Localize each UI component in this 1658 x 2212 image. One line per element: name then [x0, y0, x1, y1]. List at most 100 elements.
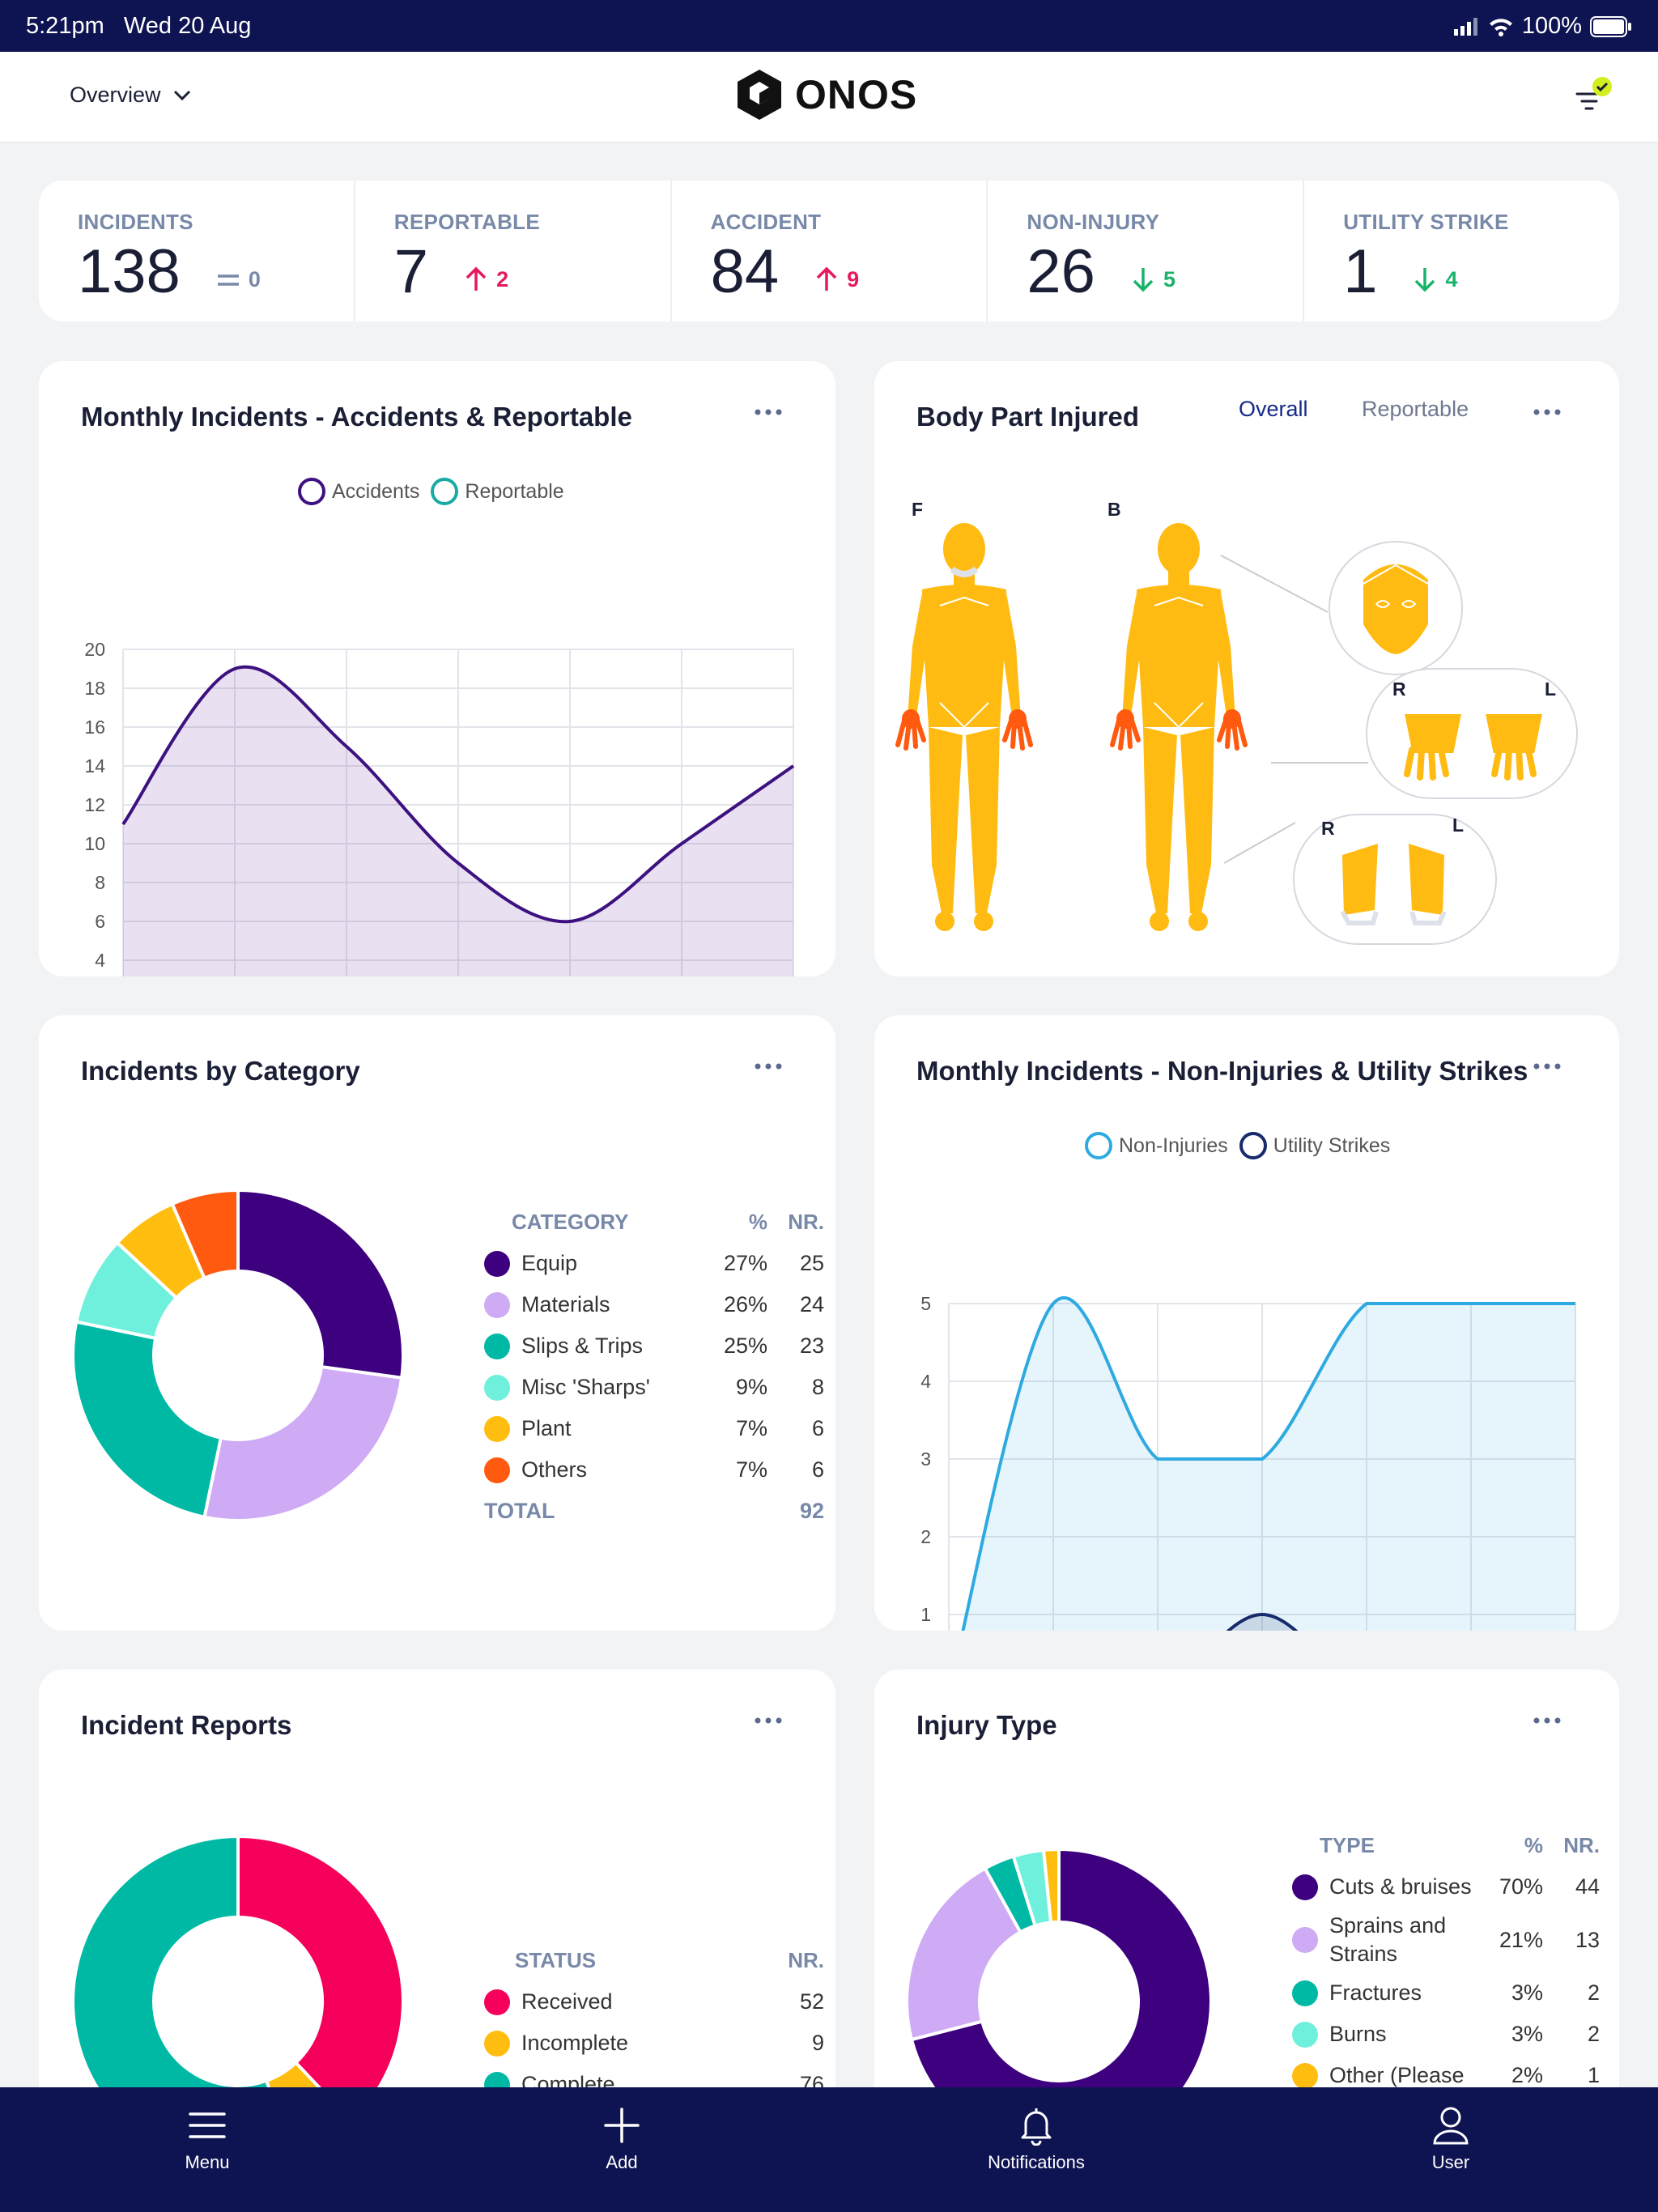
overview-label: Overview — [70, 83, 161, 107]
donut-slice[interactable] — [236, 1834, 405, 2125]
nav-notifications[interactable]: Notifications — [955, 2105, 1117, 2173]
row-nr: 6 — [811, 1416, 824, 1440]
chart-legend: Accidents Reportable — [298, 478, 564, 505]
donut-slice[interactable] — [236, 1188, 405, 1380]
kpi-tile[interactable]: UTILITY STRIKE 1 4 — [1304, 181, 1619, 321]
nav-user[interactable]: User — [1370, 2105, 1532, 2173]
more-options-icon[interactable] — [1527, 400, 1567, 424]
row-name-cell: Sprains and Strains — [1292, 1912, 1486, 1968]
menu-icon — [189, 2112, 226, 2138]
y-tick-label: 14 — [84, 755, 105, 776]
col-header-pct: % — [1524, 1833, 1543, 1857]
row-pct: 7% — [735, 1457, 767, 1482]
donut-slice[interactable] — [71, 1320, 223, 1520]
kpi-label: NON-INJURY — [1027, 210, 1160, 234]
row-nr: 23 — [799, 1334, 824, 1358]
more-options-icon[interactable] — [748, 1708, 789, 1733]
donut-slice[interactable] — [170, 1188, 240, 1281]
row-name: Fractures — [1329, 1980, 1422, 2005]
total-label: TOTAL — [484, 1499, 555, 1523]
legend-dot — [484, 2030, 510, 2057]
arrow-up-icon — [466, 266, 487, 291]
table-header: CATEGORY% NR. — [484, 1202, 824, 1243]
table-row[interactable]: Plant 7% 6 — [484, 1408, 824, 1449]
kpi-label: ACCIDENT — [710, 210, 822, 234]
more-options-icon[interactable] — [748, 1054, 789, 1078]
status-time: 5:21pm Wed 20 Aug — [26, 13, 251, 40]
table-row[interactable]: Fractures 3% 2 — [1292, 1972, 1600, 2014]
series-area — [123, 666, 793, 976]
kpi-tile[interactable]: NON-INJURY 26 5 — [988, 181, 1305, 321]
series-area — [963, 1297, 1575, 1631]
kpi-tile[interactable]: REPORTABLE 7 2 — [355, 181, 672, 321]
more-options-icon[interactable] — [1527, 1054, 1567, 1078]
row-name: Incomplete — [521, 2031, 629, 2055]
table-row[interactable]: Cuts & bruises 70% 44 — [1292, 1866, 1600, 1908]
table-row[interactable]: Incomplete 9 — [484, 2023, 824, 2064]
row-pct: 27% — [723, 1251, 767, 1275]
filter-button[interactable] — [1574, 76, 1614, 117]
row-nr: 44 — [1575, 1874, 1600, 1899]
table-row[interactable]: Burns 3% 2 — [1292, 2014, 1600, 2055]
y-tick-label: 20 — [84, 639, 105, 660]
kpi-tile[interactable]: ACCIDENT 84 9 — [672, 181, 988, 321]
nav-menu[interactable]: Menu — [126, 2105, 288, 2173]
kpi-tile[interactable]: INCIDENTS 138 0 — [39, 181, 355, 321]
row-nr: 1 — [1587, 2063, 1600, 2087]
card-title: Monthly Incidents - Non-Injuries & Utili… — [916, 1056, 1528, 1086]
kpi-label: REPORTABLE — [393, 210, 540, 234]
donut-slice[interactable] — [905, 1865, 1023, 2042]
row-name-cell: Other (Please — [1292, 2062, 1486, 2089]
brand-logo: ONOS — [735, 68, 917, 121]
table-row[interactable]: Equip 27% 25 — [484, 1243, 824, 1284]
overview-dropdown[interactable]: Overview — [70, 83, 192, 108]
table-row[interactable]: Other (Please 2% 1 — [1292, 2055, 1600, 2096]
table-row[interactable]: Misc 'Sharps' 9% 8 — [484, 1367, 824, 1408]
row-pct: 3% — [1511, 2022, 1543, 2046]
donut-slice[interactable] — [1041, 1847, 1061, 1925]
table-row[interactable]: Received 52 — [484, 1981, 824, 2023]
more-options-icon[interactable] — [1527, 1708, 1567, 1733]
row-name-cell: Equip — [484, 1250, 711, 1277]
legend-dot — [484, 1457, 510, 1483]
time-text: 5:21pm — [26, 13, 104, 39]
body-front-figure[interactable] — [898, 523, 1031, 931]
plus-icon — [604, 2108, 640, 2143]
body-back-figure[interactable] — [1112, 523, 1245, 931]
legend-dot — [1292, 2062, 1318, 2089]
donut-slice[interactable] — [202, 1364, 404, 1522]
row-pct: 3% — [1511, 1980, 1543, 2005]
tab-overall[interactable]: Overall — [1239, 397, 1308, 421]
hand-left-label: L — [1545, 678, 1557, 700]
monthly-noninjury-card: Monthly Incidents - Non-Injuries & Utili… — [874, 1015, 1619, 1631]
row-name: Cuts & bruises — [1329, 1874, 1472, 1899]
y-tick-label: 3 — [920, 1448, 931, 1470]
table-row[interactable]: Slips & Trips 25% 23 — [484, 1325, 824, 1367]
table-row[interactable]: Materials 26% 24 — [484, 1284, 824, 1325]
nav-label: Menu — [185, 2152, 230, 2172]
front-label: F — [912, 499, 924, 520]
y-tick-label: 10 — [84, 833, 105, 854]
col-header-nr: NR. — [788, 1210, 824, 1234]
injury-donut-chart — [905, 1847, 1213, 2155]
more-options-icon[interactable] — [748, 400, 789, 424]
row-name: Materials — [521, 1292, 610, 1317]
y-tick-label: 12 — [84, 794, 105, 815]
back-label: B — [1107, 499, 1121, 520]
kpi-delta-value: 5 — [1163, 266, 1175, 291]
series-line — [121, 665, 795, 924]
table-row[interactable]: Others 7% 6 — [484, 1449, 824, 1491]
row-nr: 8 — [811, 1375, 824, 1399]
nav-add[interactable]: Add — [541, 2105, 703, 2173]
legend-dot — [484, 1250, 510, 1277]
legend-label: Non-Injuries — [1119, 1134, 1228, 1157]
y-tick-label: 4 — [95, 950, 105, 971]
y-tick-label: 6 — [95, 911, 105, 932]
chevron-down-icon — [173, 90, 190, 100]
card-title: Injury Type — [916, 1710, 1057, 1740]
chart-legend: Non-Injuries Utility Strikes — [1085, 1132, 1390, 1159]
tab-reportable[interactable]: Reportable — [1362, 397, 1469, 421]
table-row[interactable]: Sprains and Strains 21% 13 — [1292, 1908, 1600, 1972]
row-nr: 24 — [799, 1292, 824, 1317]
